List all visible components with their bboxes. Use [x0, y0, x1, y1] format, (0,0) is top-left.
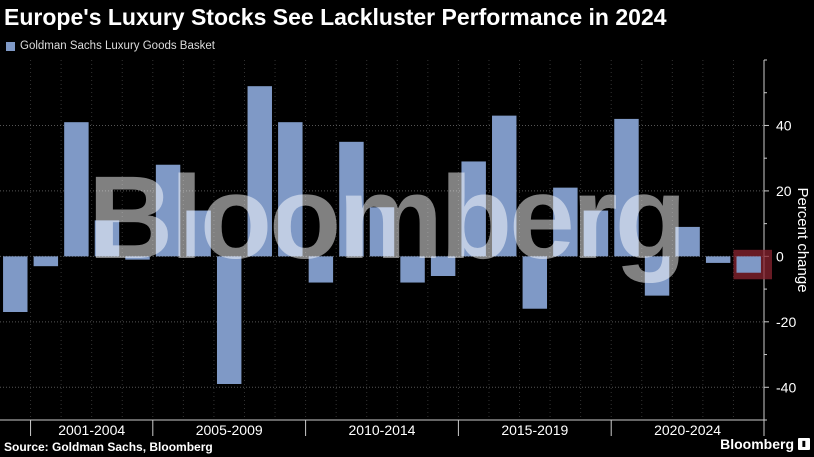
y-tick-label: 0 [776, 248, 784, 264]
brand-logo: Bloomberg ▮ [720, 436, 810, 452]
y-tick-label: 20 [776, 183, 792, 199]
bar-2017 [522, 256, 548, 309]
bar-2005 [155, 164, 181, 257]
bar-2004 [125, 256, 150, 260]
y-tick-label: -20 [776, 314, 796, 330]
bar-2010 [308, 256, 334, 283]
bar-2019 [583, 210, 609, 257]
legend: Goldman Sachs Luxury Goods Basket [6, 40, 215, 52]
bar-2009 [278, 122, 303, 257]
bar-2011 [339, 141, 364, 257]
brand-name: Bloomberg [720, 436, 794, 452]
bar-2024 [736, 256, 761, 273]
bar-2015 [461, 161, 486, 257]
source-note: Source: Goldman Sachs, Bloomberg [4, 440, 213, 454]
bar-2016 [492, 115, 517, 257]
bar-2018 [553, 187, 578, 257]
chart-icon: ▮ [798, 438, 810, 450]
x-group-label: 2010-2014 [349, 422, 416, 438]
bar-2001 [33, 256, 59, 267]
bar-2021 [644, 256, 670, 296]
bar-2002 [64, 122, 89, 257]
bar-2020 [614, 118, 639, 257]
x-group-label: 2001-2004 [58, 422, 125, 438]
y-axis-title: Percent change [794, 187, 811, 292]
bar-2000 [3, 256, 28, 312]
legend-swatch [6, 41, 15, 51]
x-group-label: 2015-2019 [501, 422, 568, 438]
x-group-label: 2020-2024 [654, 422, 721, 438]
bar-2014 [430, 256, 456, 276]
bar-2007 [216, 256, 242, 384]
y-tick-label: 40 [776, 117, 792, 133]
bar-2008 [247, 86, 272, 257]
bar-2012 [369, 207, 395, 257]
bar-2013 [400, 256, 425, 283]
chart-title: Europe's Luxury Stocks See Lackluster Pe… [4, 4, 667, 30]
bar-2023 [705, 256, 731, 263]
x-group-label: 2005-2009 [196, 422, 263, 438]
y-tick-label: -40 [776, 379, 796, 395]
legend-label: Goldman Sachs Luxury Goods Basket [20, 40, 215, 52]
bar-2006 [186, 210, 211, 257]
bar-2003 [94, 220, 120, 257]
bar-2022 [675, 226, 700, 257]
